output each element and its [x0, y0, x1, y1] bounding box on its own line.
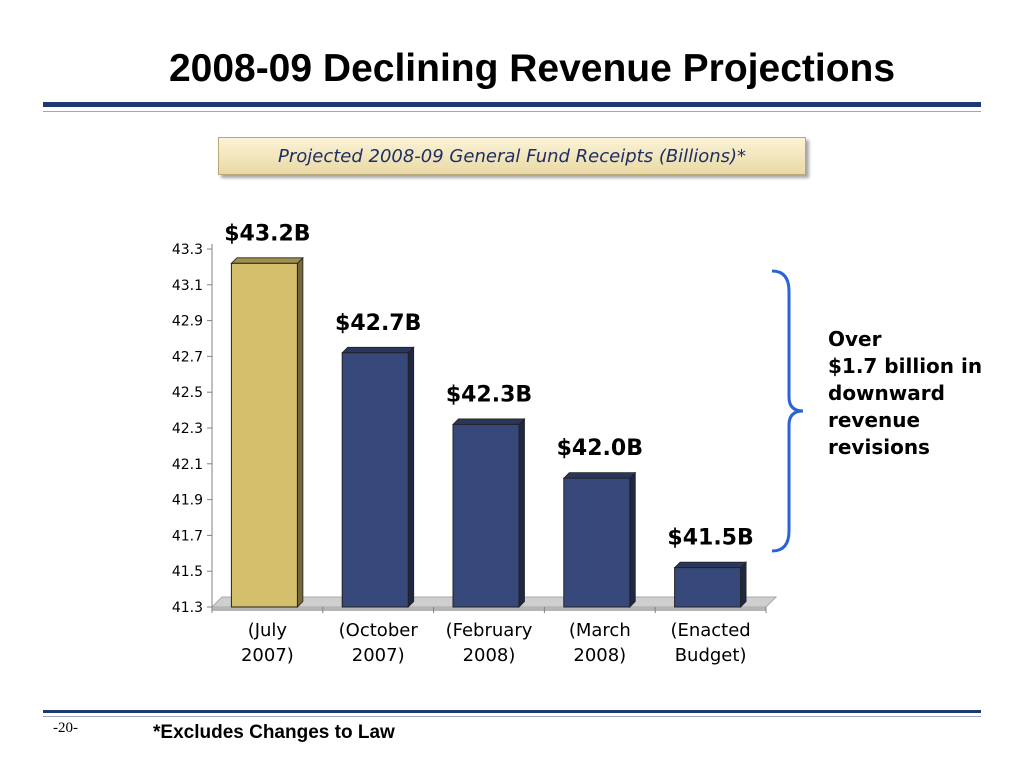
- bar-4: [562, 471, 637, 608]
- bar-face: [230, 262, 298, 608]
- annotation-line: revisions: [828, 435, 930, 459]
- bar-face: [341, 352, 409, 608]
- bar-top: [452, 418, 526, 425]
- y-tick-label: 42.9: [172, 314, 203, 330]
- bar-top: [673, 561, 748, 569]
- x-category-label: 2007): [352, 645, 405, 666]
- y-tick-label: 42.7: [172, 349, 203, 365]
- top-divider: [43, 102, 981, 107]
- top-divider-thin: [43, 111, 981, 112]
- bar-side: [518, 417, 525, 608]
- revision-annotation: Over $1.7 billion in downward revenue revisi…: [828, 326, 1018, 461]
- x-category-label: Budget): [675, 645, 747, 666]
- y-tick-label: 43.1: [172, 278, 203, 294]
- chart-subtitle: Projected 2008-09 General Fund Receipts …: [218, 137, 806, 175]
- y-tick-label: 41.3: [172, 600, 203, 616]
- bar-side: [407, 346, 415, 608]
- x-category-label: (February: [446, 620, 533, 641]
- y-tick-label: 41.9: [172, 493, 203, 509]
- annotation-line: $1.7 billion in: [828, 354, 983, 378]
- x-category-label: (July: [248, 620, 288, 641]
- slide-title: 2008-09 Declining Revenue Projections: [168, 47, 896, 90]
- x-category-label: 2008): [463, 645, 516, 666]
- bar-face: [563, 477, 631, 608]
- footnote: *Excludes Changes to Law: [153, 722, 395, 743]
- bar-face: [452, 423, 520, 608]
- bar-face: [674, 567, 742, 608]
- bar-chart: 41.3 41.5 41.7 41.9 42.1 42.3 42.5 42.7 42.9 43.1…: [172, 221, 804, 666]
- y-tick-label: 41.5: [172, 564, 203, 580]
- x-category-label: (March: [569, 620, 631, 641]
- y-tick-label: 43.3: [172, 242, 203, 258]
- x-category-label: 2007): [241, 645, 294, 666]
- data-label: $42.3B: [446, 382, 532, 407]
- data-label: $43.2B: [224, 221, 310, 246]
- x-category-label: 2008): [573, 645, 626, 666]
- y-tick-label: 42.5: [172, 385, 203, 401]
- bar-1: [230, 256, 304, 608]
- bar-5: [673, 561, 748, 608]
- x-category-label: (October: [339, 620, 419, 641]
- page-number: -20-: [53, 720, 78, 736]
- data-label: $42.0B: [557, 436, 643, 461]
- annotation-line: revenue: [828, 408, 921, 432]
- annotation-line: downward: [828, 381, 945, 405]
- bar-top: [562, 472, 637, 479]
- bar-top: [341, 346, 415, 354]
- x-category-label: (Enacted: [670, 620, 750, 641]
- bottom-divider-thin: [43, 716, 981, 717]
- revision-brace: [771, 269, 804, 553]
- bottom-divider: [43, 710, 981, 713]
- annotation-line: Over: [828, 327, 882, 351]
- bar-side: [740, 561, 747, 608]
- data-label: $42.7B: [335, 311, 421, 336]
- y-tick-label: 41.7: [172, 528, 203, 544]
- y-tick-label: 42.3: [172, 421, 203, 437]
- bar-side: [296, 256, 304, 608]
- data-label: $41.5B: [667, 526, 753, 551]
- chart-floor-edge: [212, 607, 766, 611]
- bar-side: [629, 471, 636, 608]
- bar-2: [341, 346, 415, 608]
- y-tick-label: 42.1: [172, 457, 203, 473]
- bar-top: [230, 257, 304, 264]
- bar-3: [452, 417, 526, 608]
